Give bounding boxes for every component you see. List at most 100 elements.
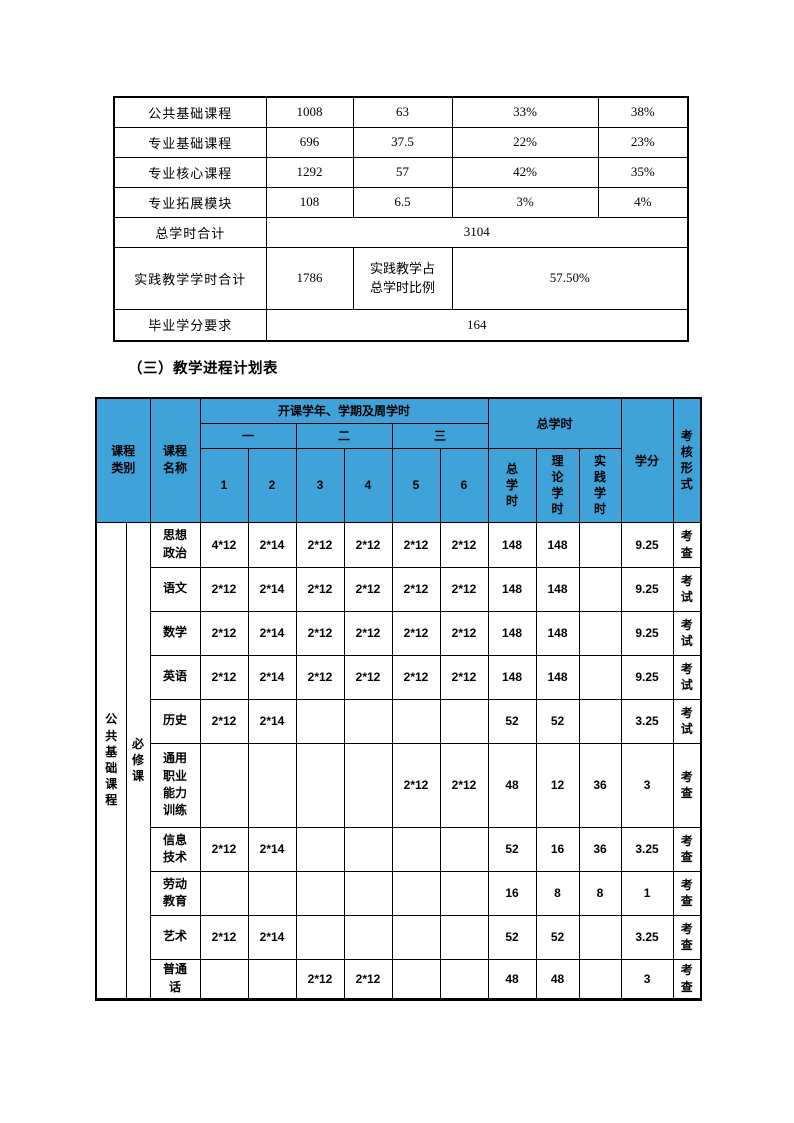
header-row-2: 一 二 三 bbox=[96, 422, 701, 449]
cell-practice bbox=[578, 914, 622, 960]
graduation-credits-row: 毕业学分要求 164 bbox=[113, 308, 689, 342]
cell-assessment: 考查 bbox=[672, 870, 702, 916]
course-row: 数学 2*12 2*14 2*12 2*12 2*12 2*12 148 148… bbox=[96, 610, 702, 656]
cell-credits: 1 bbox=[620, 870, 674, 916]
cell-hours: 1292 bbox=[265, 156, 354, 188]
cell-s3: 2*12 bbox=[295, 654, 345, 700]
cell-s1: 2*12 bbox=[199, 566, 249, 612]
cell-course-name: 历史 bbox=[149, 698, 201, 744]
cell-category-label: 公共基础课程 bbox=[113, 96, 267, 128]
cell-s3: 2*12 bbox=[295, 521, 345, 568]
cell-theory: 12 bbox=[535, 742, 580, 828]
cell-assessment: 考查 bbox=[672, 521, 702, 568]
cell-category-label: 专业拓展模块 bbox=[113, 186, 267, 218]
cell-s4: 2*12 bbox=[343, 610, 393, 656]
cell-credits: 57 bbox=[352, 156, 453, 188]
course-category-text: 课程类别 bbox=[111, 443, 136, 476]
cell-s5 bbox=[391, 870, 441, 916]
cell-s6: 2*12 bbox=[439, 566, 489, 612]
cell-hours: 108 bbox=[265, 186, 354, 218]
cell-s5 bbox=[391, 698, 441, 744]
cell-practice bbox=[578, 654, 622, 700]
course-hours-summary-table: 公共基础课程 1008 63 33% 38% 专业基础课程 696 37.5 2… bbox=[113, 96, 689, 342]
cell-practice bbox=[578, 610, 622, 656]
assessment-header-text: 考核形式 bbox=[680, 428, 693, 492]
cell-theory: 16 bbox=[535, 826, 580, 872]
cell-s2 bbox=[247, 958, 297, 1000]
header-semester-4: 4 bbox=[343, 447, 393, 523]
cell-category-label: 专业基础课程 bbox=[113, 126, 267, 158]
cell-s4: 2*12 bbox=[343, 654, 393, 700]
cell-course-name: 通用职业能力训练 bbox=[149, 742, 201, 828]
cell-theory: 48 bbox=[535, 958, 580, 1000]
cell-hours: 696 bbox=[265, 126, 354, 158]
total-hours-row: 总学时合计 3104 bbox=[113, 216, 689, 248]
cell-credits: 9.25 bbox=[620, 654, 674, 700]
cell-credits: 9.25 bbox=[620, 521, 674, 568]
cell-s6: 2*12 bbox=[439, 742, 489, 828]
cell-s2: 2*14 bbox=[247, 654, 297, 700]
cell-assessment: 考试 bbox=[672, 610, 702, 656]
cell-s4 bbox=[343, 826, 393, 872]
cell-category-label: 专业核心课程 bbox=[113, 156, 267, 188]
cell-total: 52 bbox=[487, 698, 537, 744]
cell-theory: 148 bbox=[535, 610, 580, 656]
cell-credits: 9.25 bbox=[620, 610, 674, 656]
header-semester-1: 1 bbox=[199, 447, 249, 523]
course-name-text: 信息技术 bbox=[162, 832, 187, 864]
assessment-text: 考查 bbox=[680, 877, 693, 908]
header-total-hours: 总学时 bbox=[487, 447, 537, 523]
cell-assessment: 考试 bbox=[672, 654, 702, 700]
cell-practice bbox=[578, 958, 622, 1000]
cell-total-hours-value: 3104 bbox=[265, 216, 689, 248]
cell-practice-hours-label: 实践教学学时合计 bbox=[113, 246, 267, 310]
course-row: 信息技术 2*12 2*14 52 16 36 3.25 考查 bbox=[96, 826, 702, 872]
total-hours-header-text: 总学时 bbox=[506, 461, 519, 509]
cell-course-type: 必修课 bbox=[125, 521, 151, 1000]
cell-hour-percent: 33% bbox=[451, 96, 599, 128]
cell-course-name: 普通话 bbox=[149, 958, 201, 1000]
cell-assessment: 考查 bbox=[672, 914, 702, 960]
cell-total: 148 bbox=[487, 654, 537, 700]
cell-s5: 2*12 bbox=[391, 654, 441, 700]
cell-s3 bbox=[295, 870, 345, 916]
cell-hour-percent: 3% bbox=[451, 186, 599, 218]
cell-course-name: 语文 bbox=[149, 566, 201, 612]
cell-s6: 2*12 bbox=[439, 654, 489, 700]
practice-hours-row: 实践教学学时合计 1786 实践教学占总学时比例 57.50% bbox=[113, 246, 689, 310]
cell-credits: 3 bbox=[620, 958, 674, 1000]
cell-practice: 8 bbox=[578, 870, 622, 916]
cell-s6 bbox=[439, 958, 489, 1000]
header-assessment: 考核形式 bbox=[672, 397, 702, 523]
header-semester-group: 开课学年、学期及周学时 bbox=[199, 397, 489, 424]
header-practice-hours: 实践学时 bbox=[578, 447, 622, 523]
cell-s4 bbox=[343, 698, 393, 744]
course-name-text: 课程名称 bbox=[162, 443, 187, 476]
course-name-text: 思想政治 bbox=[162, 528, 187, 560]
cell-s1: 2*12 bbox=[199, 914, 249, 960]
cell-graduation-value: 164 bbox=[265, 308, 689, 342]
cell-s6 bbox=[439, 826, 489, 872]
practice-ratio-label-text: 实践教学占总学时比例 bbox=[369, 260, 435, 296]
cell-s1 bbox=[199, 958, 249, 1000]
header-year-2: 二 bbox=[295, 422, 393, 449]
cell-theory: 148 bbox=[535, 521, 580, 568]
header-semester-2: 2 bbox=[247, 447, 297, 523]
cell-s5 bbox=[391, 914, 441, 960]
section-title: （三）教学进程计划表 bbox=[128, 361, 278, 377]
cell-s3: 2*12 bbox=[295, 566, 345, 612]
cell-credits: 3.25 bbox=[620, 826, 674, 872]
cell-course-name: 劳动教育 bbox=[149, 870, 201, 916]
cell-theory: 52 bbox=[535, 698, 580, 744]
header-semester-3: 3 bbox=[295, 447, 345, 523]
cell-s1: 2*12 bbox=[199, 698, 249, 744]
course-name-text: 历史 bbox=[162, 713, 187, 728]
assessment-text: 考查 bbox=[680, 769, 693, 800]
header-course-category: 课程类别 bbox=[95, 397, 151, 523]
cell-s4: 2*12 bbox=[343, 566, 393, 612]
cell-practice bbox=[578, 566, 622, 612]
cell-total: 148 bbox=[487, 566, 537, 612]
cell-s2: 2*14 bbox=[247, 914, 297, 960]
cell-s2: 2*14 bbox=[247, 566, 297, 612]
